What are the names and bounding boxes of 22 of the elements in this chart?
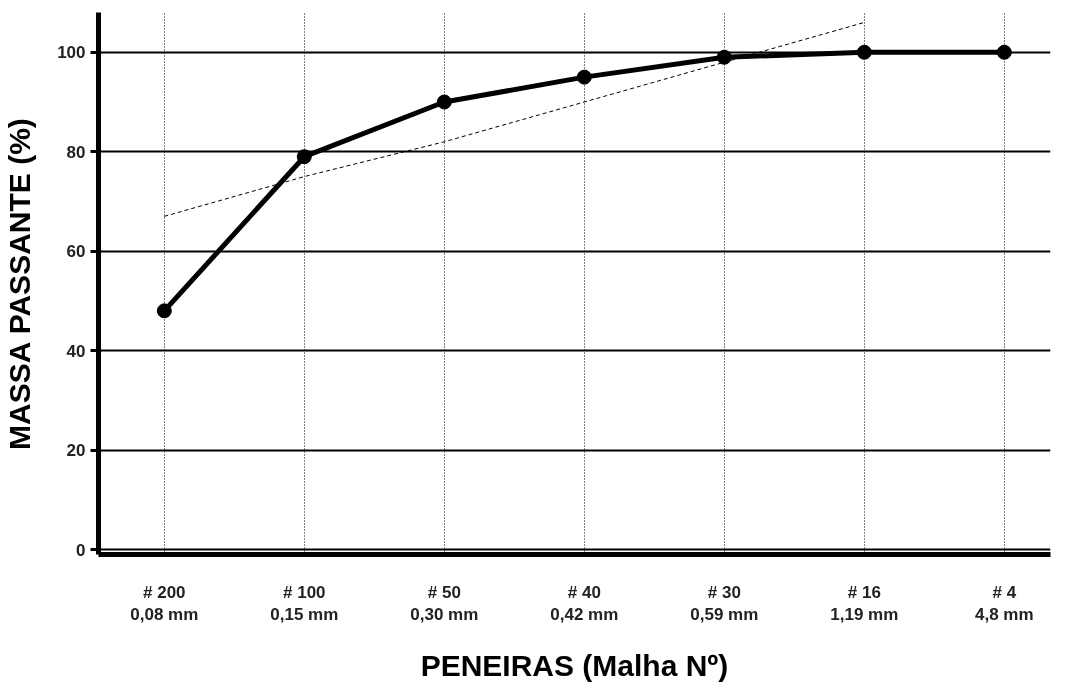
x-tick-label: # 16 1,19 mm (830, 582, 899, 625)
x-axis-title: PENEIRAS (Malha Nº) (420, 649, 729, 683)
y-tick-label: 0 (76, 540, 86, 560)
y-axis-title: MASSA PASSANTE (%) (3, 118, 37, 450)
point (156, 303, 172, 319)
x-tick-label: # 50 0,30 mm (410, 582, 479, 625)
y-tick-label: 60 (66, 242, 86, 262)
point (296, 149, 312, 165)
x-tick-label: # 40 0,42 mm (550, 582, 619, 625)
point (856, 44, 872, 60)
x-tick-label: # 200 0,08 mm (130, 582, 199, 625)
point (996, 44, 1012, 60)
point (716, 49, 732, 65)
y-tick-label: 40 (66, 341, 86, 361)
y-tick-label: 80 (66, 142, 86, 162)
y-tick-label: 100 (57, 43, 86, 63)
point (576, 69, 592, 85)
y-tick-label: 20 (66, 441, 86, 461)
x-tick-label: # 30 0,59 mm (690, 582, 759, 625)
x-tick-label: # 4 4,8 mm (975, 582, 1034, 625)
x-tick-label: # 100 0,15 mm (270, 582, 339, 625)
point (436, 94, 452, 110)
